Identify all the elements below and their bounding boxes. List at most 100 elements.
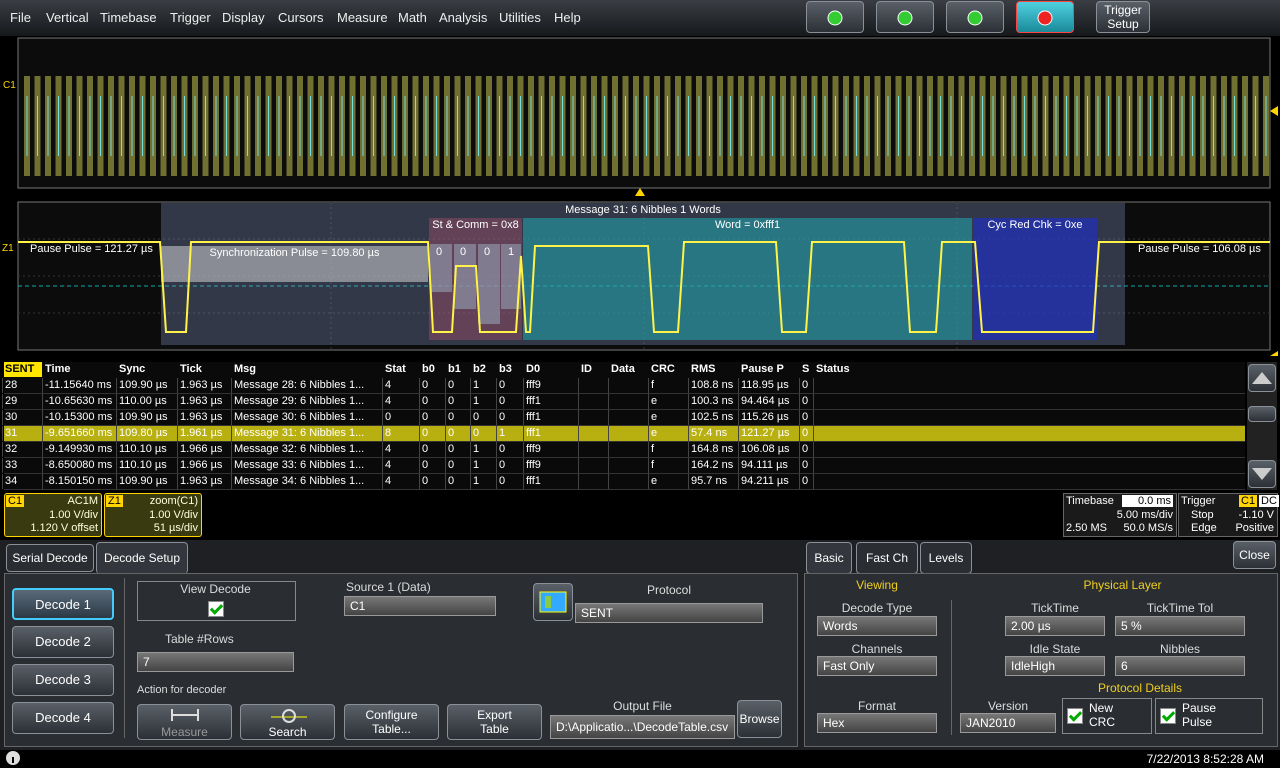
cell-border xyxy=(688,442,689,457)
menu-item[interactable]: File xyxy=(10,10,31,25)
cell-border xyxy=(382,474,383,489)
cell-border xyxy=(116,442,117,457)
cell-border xyxy=(688,394,689,409)
input[interactable]: SENT xyxy=(575,603,763,623)
table-cell: 4 xyxy=(385,395,420,407)
scroll-up[interactable] xyxy=(1248,364,1276,392)
column-header: CRC xyxy=(651,363,689,375)
menu-item[interactable]: Measure xyxy=(337,10,388,25)
input[interactable]: 2.00 µs xyxy=(1005,616,1105,636)
label: Pause Pulse xyxy=(1182,701,1232,729)
cell-border xyxy=(813,458,814,473)
trigger-box[interactable]: Trigger C1 DC Stop -1.10 V Edge Positive xyxy=(1178,493,1278,537)
value: Stop xyxy=(1191,509,1214,521)
icon xyxy=(534,584,572,620)
decode-button[interactable]: Decode 2 xyxy=(12,626,114,658)
input[interactable]: Words xyxy=(817,616,937,636)
input[interactable]: IdleHigh xyxy=(1005,656,1105,676)
toolbar-button[interactable] xyxy=(876,1,934,33)
cell-border xyxy=(116,410,117,425)
cell-border xyxy=(738,442,739,457)
table-cell: 0 xyxy=(385,411,420,423)
checkbox[interactable] xyxy=(1160,708,1176,724)
table-cell: 1.963 µs xyxy=(180,395,232,407)
close-button[interactable]: Close xyxy=(1233,541,1276,569)
toolbar-button[interactable] xyxy=(946,1,1004,33)
cell-border xyxy=(738,410,739,425)
menu-item[interactable]: Timebase xyxy=(100,10,157,25)
cell-border xyxy=(177,378,178,393)
timebase-box[interactable]: Timebase 0.0 ms 5.00 ms/div 2.50 MS 50.0… xyxy=(1063,493,1177,537)
value: 50.0 MS/s xyxy=(1123,522,1173,534)
table-cell: 57.4 ns xyxy=(691,427,739,439)
decode-button[interactable]: Decode 1 xyxy=(12,588,114,620)
cell-border xyxy=(382,442,383,457)
menu-item[interactable]: Display xyxy=(222,10,265,25)
table-cell: fff1 xyxy=(526,427,579,439)
cell-border xyxy=(2,394,3,409)
scroll-down[interactable] xyxy=(1248,460,1276,488)
label: Protocol xyxy=(575,583,763,597)
label: Timebase xyxy=(1066,495,1114,507)
toolbar-button[interactable] xyxy=(1016,1,1074,33)
table-cell: 0 xyxy=(422,443,446,455)
scroll-thumb[interactable] xyxy=(1248,406,1276,422)
cell-border xyxy=(688,458,689,473)
input[interactable]: C1 xyxy=(344,596,496,616)
tab[interactable]: Serial Decode xyxy=(6,544,94,572)
menu-item[interactable]: Trigger xyxy=(170,10,211,25)
table-cell: 110.00 µs xyxy=(119,395,178,407)
checkbox[interactable] xyxy=(1067,708,1083,724)
tab[interactable]: Basic xyxy=(806,542,852,574)
tab[interactable]: Decode Setup xyxy=(96,542,188,574)
separator xyxy=(124,578,125,738)
input[interactable]: Hex xyxy=(817,713,937,733)
input[interactable]: D:\Applicatio...\DecodeTable.csv xyxy=(550,715,735,739)
export-button[interactable]: Export Table xyxy=(447,704,542,740)
menu-item[interactable]: Utilities xyxy=(499,10,541,25)
column-header: b3 xyxy=(499,363,524,375)
cell-border xyxy=(523,442,524,457)
browse-button[interactable]: Browse xyxy=(737,700,782,738)
channel-box[interactable]: Z1zoom(C1)1.00 V/div51 µs/div xyxy=(104,493,202,537)
decode-button[interactable]: Decode 4 xyxy=(12,702,114,734)
cell-border xyxy=(177,458,178,473)
info-icon[interactable] xyxy=(4,750,22,766)
checkbox-group[interactable]: Pause Pulse xyxy=(1155,698,1263,734)
toolbar-button[interactable] xyxy=(806,1,864,33)
value: 5.00 ms/div xyxy=(1117,509,1173,521)
menu-item[interactable]: Math xyxy=(398,10,427,25)
cell-border xyxy=(42,442,43,457)
input[interactable]: JAN2010 xyxy=(960,713,1056,733)
trigger-setup-button[interactable]: Trigger Setup xyxy=(1096,1,1150,33)
tab[interactable]: Fast Ch xyxy=(856,542,918,574)
table-cell: 1 xyxy=(473,459,497,471)
icon xyxy=(168,707,202,723)
checkbox-group[interactable]: New CRC xyxy=(1062,698,1152,734)
menu-item[interactable]: Analysis xyxy=(439,10,487,25)
column-header: b2 xyxy=(473,363,497,375)
menu-item[interactable]: Cursors xyxy=(278,10,324,25)
table-cell: 0 xyxy=(422,395,446,407)
search-button[interactable]: Search xyxy=(240,704,335,740)
input[interactable]: 5 % xyxy=(1115,616,1245,636)
measure-button[interactable]: Measure xyxy=(137,704,232,740)
table-cell: 8 xyxy=(385,427,420,439)
configure-button[interactable]: Configure Table... xyxy=(344,704,439,740)
protocol-icon[interactable] xyxy=(533,583,573,621)
cell-border xyxy=(382,458,383,473)
input[interactable]: Fast Only xyxy=(817,656,937,676)
menu-item[interactable]: Help xyxy=(554,10,581,25)
menu-item[interactable]: Vertical xyxy=(46,10,89,25)
tab[interactable]: Levels xyxy=(920,542,972,574)
cell-border xyxy=(608,410,609,425)
table-cell: -8.150150 ms xyxy=(45,475,117,487)
message-label: Message 31: 6 Nibbles 1 Words xyxy=(161,204,1125,216)
decode-button[interactable]: Decode 3 xyxy=(12,664,114,696)
table-cell: 0 xyxy=(473,411,497,423)
input[interactable]: 6 xyxy=(1115,656,1245,676)
input[interactable]: 7 xyxy=(137,652,294,672)
channel-box[interactable]: C1AC1M1.00 V/div1.120 V offset xyxy=(4,493,102,537)
checkbox[interactable] xyxy=(208,601,224,617)
table-cell: 109.80 µs xyxy=(119,427,178,439)
